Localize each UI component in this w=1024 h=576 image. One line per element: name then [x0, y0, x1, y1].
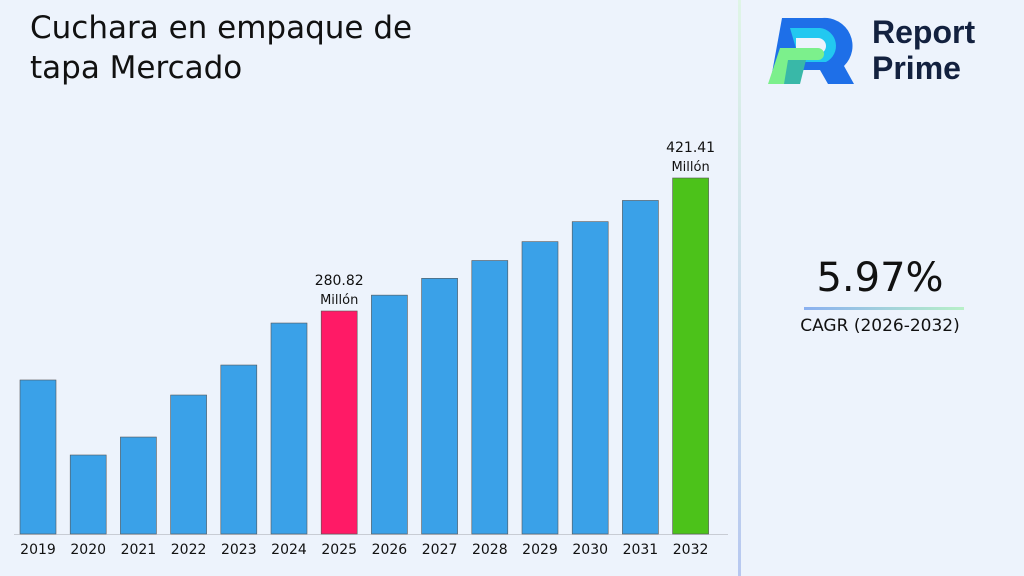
x-tick-label: 2024	[271, 542, 307, 558]
data-label-value: 280.82	[315, 273, 364, 289]
bar-2027	[421, 278, 458, 535]
x-tick-label: 2022	[171, 542, 207, 558]
x-tick-label: 2026	[372, 542, 408, 558]
cagr-underline	[804, 307, 964, 310]
x-tick-label: 2028	[472, 542, 508, 558]
data-label-unit: Millón	[320, 293, 358, 308]
x-tick-label: 2023	[221, 542, 257, 558]
bar-2024	[270, 322, 308, 535]
bar-2029	[521, 241, 559, 535]
cagr-label: CAGR (2026-2032)	[800, 316, 960, 336]
x-tick-label: 2030	[572, 542, 608, 558]
data-label-value: 421.41	[666, 140, 715, 156]
cagr-value: 5.97%	[816, 255, 944, 301]
bar-2028	[471, 260, 509, 535]
x-tick-label: 2029	[522, 542, 558, 558]
bar-2030	[571, 221, 609, 535]
divider	[738, 0, 741, 576]
bar-2022	[170, 394, 207, 535]
x-tick-label: 2019	[20, 542, 56, 558]
brand-name: Report Prime	[872, 14, 975, 86]
chart-title: Cuchara en empaque de tapa Mercado	[30, 10, 413, 86]
bar-chart: 2019 2020 2021 2022 2023 2024 2025 280.82 Millón…	[14, 140, 728, 558]
bar-2021	[120, 436, 157, 535]
bar-2031	[622, 200, 659, 535]
bar-2023	[220, 364, 258, 535]
bar-2025	[320, 310, 358, 535]
brand-line1: Report	[872, 14, 976, 50]
data-label-unit: Millón	[671, 160, 709, 175]
brand-line2: Prime	[872, 50, 961, 86]
x-tick-label: 2020	[70, 542, 106, 558]
bar-2026	[371, 294, 408, 535]
bar-2020	[69, 454, 107, 535]
bar-2032	[672, 177, 709, 535]
x-tick-label: 2031	[623, 542, 659, 558]
x-tick-label: 2021	[121, 542, 157, 558]
report-prime-logo	[768, 17, 854, 84]
x-tick-label: 2025	[321, 542, 357, 558]
x-tick-label: 2027	[422, 542, 458, 558]
bar-2019	[19, 379, 57, 535]
x-tick-label: 2032	[673, 542, 709, 558]
